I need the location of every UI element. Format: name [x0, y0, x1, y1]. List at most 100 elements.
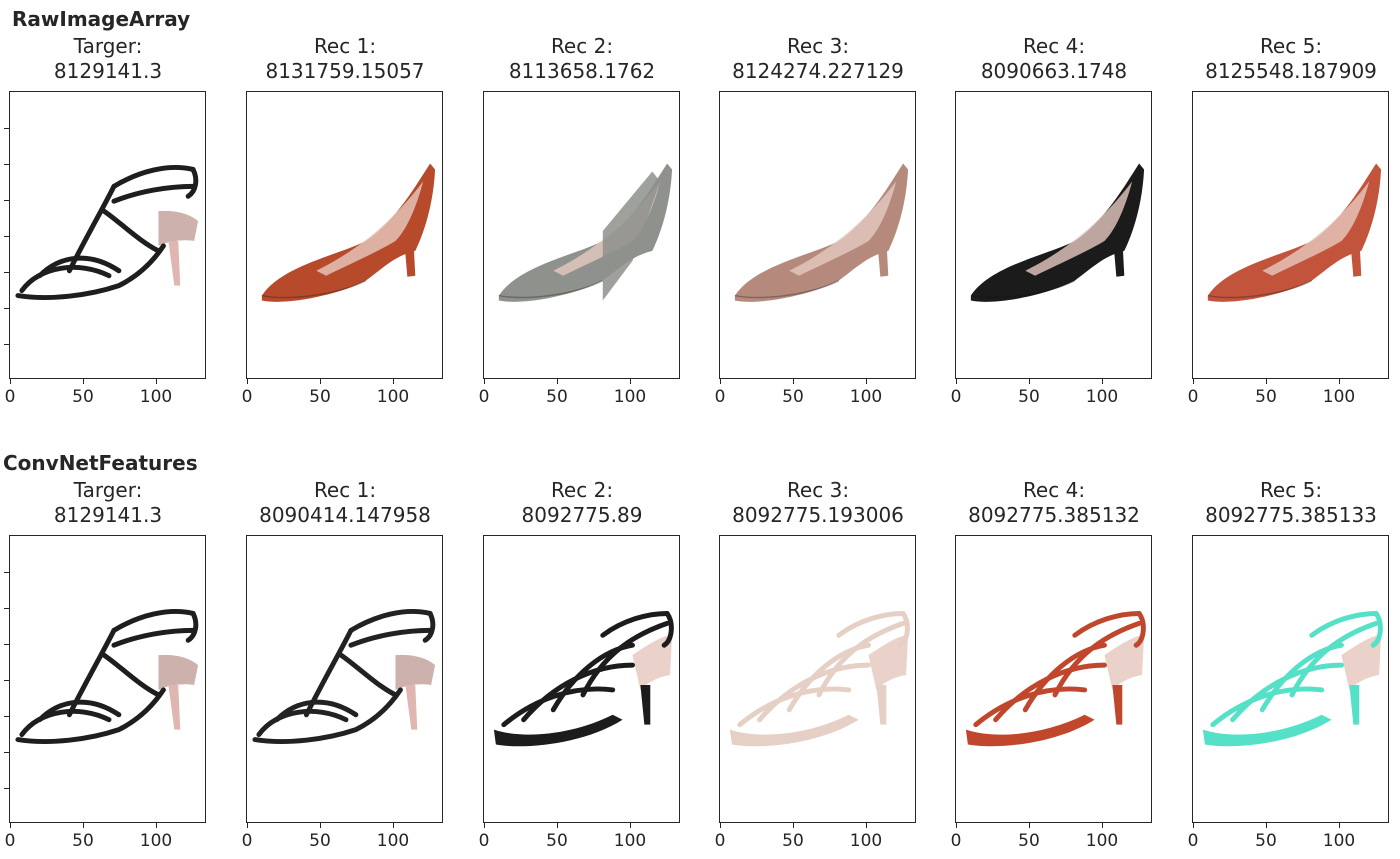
- panel-title: Rec 5: 8125548.187909: [1191, 34, 1391, 84]
- y-tick: [4, 572, 10, 573]
- x-tick-label: 0: [241, 831, 253, 851]
- x-tick: [1266, 378, 1267, 384]
- convnet-panel: 0 50 100: [951, 535, 1152, 851]
- panel-title-score: 8092775.193006: [732, 503, 904, 527]
- raw-image-panel: 0 50 100: [715, 91, 916, 407]
- x-tick-label: 50: [1018, 387, 1040, 407]
- panel-title-line1: Rec 3:: [786, 478, 850, 502]
- x-tick-label: 100: [139, 387, 173, 407]
- x-tick: [1339, 822, 1340, 828]
- x-tick-label: 0: [241, 387, 253, 407]
- panel-title-score: 8092775.385133: [1205, 503, 1377, 527]
- panel-title-score: 8113658.1762: [508, 59, 656, 83]
- panel-title: Rec 4: 8092775.385132: [954, 478, 1154, 528]
- panel-title-line1: Rec 1:: [313, 478, 377, 502]
- convnet-panel: 0 50 100: [4, 535, 206, 851]
- x-tick: [1102, 378, 1103, 384]
- y-tick: [4, 128, 10, 129]
- x-tick: [156, 822, 157, 828]
- panel-title-line1: Targer:: [73, 478, 143, 502]
- x-tick-label: 100: [139, 831, 173, 851]
- y-tick: [4, 788, 10, 789]
- panel-title-score: 8092775.385132: [968, 503, 1140, 527]
- x-tick-label: 100: [849, 831, 883, 851]
- x-tick: [793, 822, 794, 828]
- panel-title: Rec 4: 8090663.1748: [954, 34, 1154, 84]
- x-tick: [1029, 822, 1030, 828]
- x-tick-label: 50: [1255, 831, 1277, 851]
- x-tick: [1193, 378, 1194, 384]
- x-tick: [156, 378, 157, 384]
- x-tick: [83, 378, 84, 384]
- x-tick-label: 50: [782, 387, 804, 407]
- x-tick: [630, 822, 631, 828]
- x-tick: [866, 378, 867, 384]
- x-tick: [956, 378, 957, 384]
- x-tick: [484, 822, 485, 828]
- x-tick: [320, 378, 321, 384]
- panel-title: Rec 3: 8092775.193006: [718, 478, 918, 528]
- raw-image-panel: 0 50 100: [951, 91, 1152, 407]
- x-tick-label: 50: [1018, 831, 1040, 851]
- convnet-panel: 0 50 100: [1188, 535, 1389, 851]
- convnet-panel: 0 50 100: [479, 535, 680, 851]
- convnet-panel: 0 50 100: [242, 535, 443, 851]
- x-tick-label: 0: [4, 387, 16, 407]
- x-tick: [720, 822, 721, 828]
- raw-image-panel: 0 50 100: [4, 91, 206, 407]
- x-tick: [630, 378, 631, 384]
- x-tick-label: 0: [714, 387, 726, 407]
- x-tick-label: 50: [782, 831, 804, 851]
- x-tick: [557, 822, 558, 828]
- raw-image-panel: 0 50 100: [1188, 91, 1389, 407]
- x-tick-label: 100: [376, 387, 410, 407]
- x-tick-label: 0: [950, 387, 962, 407]
- panel-title: Rec 1: 8131759.15057: [245, 34, 445, 84]
- panel-title-score: 8092775.89: [521, 503, 643, 527]
- y-tick: [4, 608, 10, 609]
- x-tick: [393, 822, 394, 828]
- x-tick-label: 100: [1085, 831, 1119, 851]
- panel-title-score: 8124274.227129: [732, 59, 904, 83]
- x-tick: [484, 378, 485, 384]
- x-tick-label: 50: [1255, 387, 1277, 407]
- panel-title-score: 8131759.15057: [265, 59, 425, 83]
- panel-title-line1: Rec 3:: [786, 34, 850, 58]
- x-tick-label: 0: [714, 831, 726, 851]
- x-tick-label: 100: [1085, 387, 1119, 407]
- panel-title-line1: Rec 2:: [550, 34, 614, 58]
- panel-title: Targer: 8129141.3: [8, 34, 208, 84]
- x-tick: [1193, 822, 1194, 828]
- y-tick: [4, 236, 10, 237]
- x-tick-label: 100: [376, 831, 410, 851]
- raw-image-panel: 0 50 100: [242, 91, 443, 407]
- x-tick-label: 50: [546, 831, 568, 851]
- x-tick-label: 50: [72, 387, 94, 407]
- panel-title-line1: Targer:: [73, 34, 143, 58]
- x-tick: [1339, 378, 1340, 384]
- x-tick: [83, 822, 84, 828]
- x-tick-label: 50: [309, 831, 331, 851]
- panel-title-score: 8129141.3: [53, 503, 163, 527]
- x-tick: [1029, 378, 1030, 384]
- raw-image-panel: 0 50 100: [479, 91, 680, 407]
- x-tick: [393, 378, 394, 384]
- x-tick: [1266, 822, 1267, 828]
- y-tick: [4, 716, 10, 717]
- x-tick-label: 0: [950, 831, 962, 851]
- panel-title-line1: Rec 5:: [1259, 478, 1323, 502]
- panel-title: Rec 5: 8092775.385133: [1191, 478, 1391, 528]
- x-tick-label: 50: [309, 387, 331, 407]
- x-tick-label: 0: [4, 831, 16, 851]
- x-tick-label: 0: [1187, 831, 1199, 851]
- x-tick: [247, 822, 248, 828]
- panel-title-line1: Rec 1:: [313, 34, 377, 58]
- panel-title-line1: Rec 2:: [550, 478, 614, 502]
- y-tick: [4, 200, 10, 201]
- section-label-convnet-features: ConvNetFeatures: [3, 451, 198, 475]
- x-tick: [320, 822, 321, 828]
- x-tick: [956, 822, 957, 828]
- x-tick: [720, 378, 721, 384]
- x-tick: [1102, 822, 1103, 828]
- panel-title: Rec 1: 8090414.147958: [245, 478, 445, 528]
